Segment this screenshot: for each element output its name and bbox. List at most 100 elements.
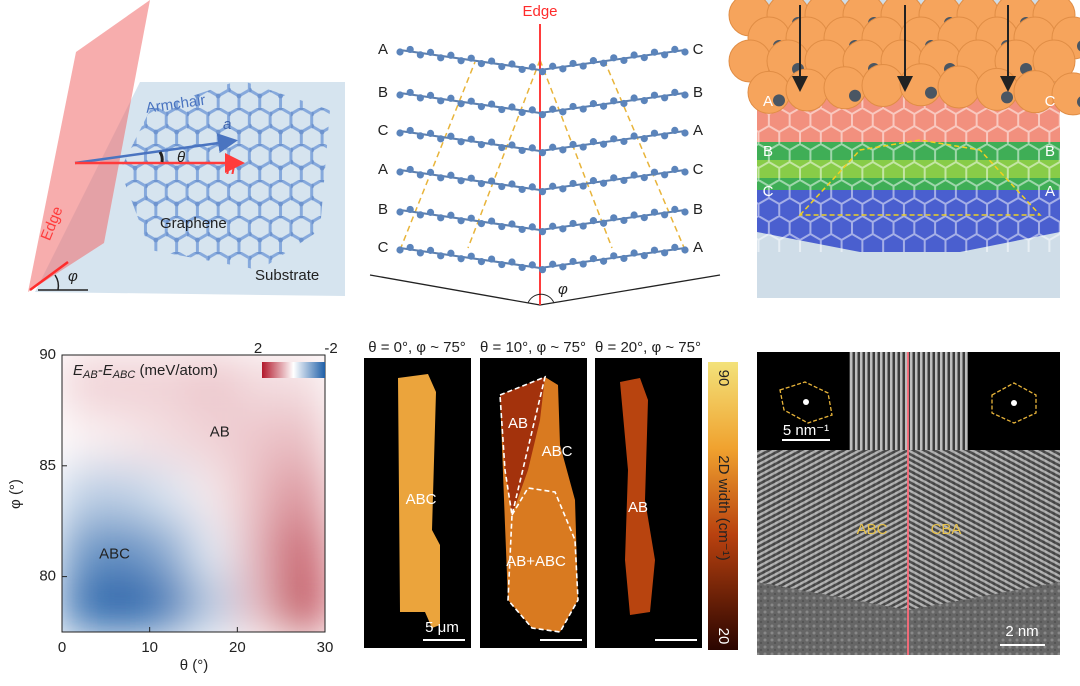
y-tick-label: 90 [39,346,56,363]
atom [467,135,475,143]
panel-c: A C B B C A [728,0,1080,298]
atom [528,63,536,71]
atom [437,135,445,143]
atom [437,214,445,222]
atom [416,171,424,179]
panel-f: 5 nm⁻¹ ABC CBA 2 nm [757,352,1060,655]
atom [559,108,567,116]
atom [447,132,455,140]
x-tick-label: 10 [141,639,158,656]
atom [630,51,638,59]
panel-a: Armchair a θ n Edge Graphene Substrate φ [28,0,345,296]
atom [661,51,669,59]
layer-label: A [378,161,388,178]
carbon-atom [1077,96,1080,108]
scale-label: 2 nm [1005,623,1038,640]
atom [661,94,669,102]
heatmap-cell [105,576,151,632]
fft-hexagon [779,381,833,424]
atom [396,129,404,137]
atom [559,65,567,73]
atom [508,220,516,228]
atom [406,126,414,135]
metal-atom [899,63,943,107]
metal-atom [937,65,981,109]
heatmap-cell [149,355,194,411]
atom [640,97,648,105]
atom [549,143,557,151]
atom [599,102,608,110]
y-axis-label: φ (°) [7,479,24,509]
atom [396,168,404,176]
atom [498,62,506,71]
atom [549,105,557,113]
carbon-atom [1077,40,1080,52]
atom [426,168,435,176]
atom [559,225,567,233]
atom [467,97,475,105]
atom [610,97,618,105]
atom [559,263,567,271]
region-label: ABC [406,491,437,508]
atom [447,249,455,257]
heatmap-cell [62,520,107,578]
atom [630,132,638,140]
atom [416,132,424,140]
atom [426,208,435,216]
atom [579,62,587,70]
heatmap-cell [149,465,194,522]
atom [569,179,577,188]
atom [671,126,679,135]
atom [447,94,455,102]
phi-label: φ [68,268,78,285]
atom [559,185,567,193]
atom [620,137,628,146]
atom [467,252,475,260]
atom [396,48,404,56]
atom [488,255,496,263]
atom [549,260,557,268]
atom [518,108,526,117]
atom [671,205,679,214]
heatmap-cell [62,409,107,467]
guide-line [539,59,613,249]
atom [579,260,587,268]
atom [661,132,669,140]
lattice-right [908,450,1060,610]
atom [569,219,577,228]
atom [477,258,486,266]
atom [518,263,526,272]
layer-label: C [378,122,389,139]
heatmap-cell [105,409,151,467]
heatmap-cell [193,465,238,522]
atom [589,217,597,225]
atom [488,138,496,146]
atom [406,45,414,54]
atom [650,129,659,137]
heatmap-cell [236,465,282,522]
atom [437,97,445,105]
heatmap-cell [193,576,238,632]
theta-arc [158,151,164,163]
atom [599,59,608,67]
atom [579,143,587,151]
layer-label: A [378,41,388,58]
heatmap-cell [149,576,194,632]
atom [579,105,587,113]
atom [396,208,404,216]
x-tick-label: 20 [229,639,246,656]
atom [599,219,608,227]
atom [681,168,689,176]
metal-atom [1051,72,1080,116]
fft-spot [1011,400,1017,406]
atom [498,143,506,152]
panel-e: θ = 0°, φ ~ 75° θ = 10°, φ ~ 75° θ = 20°… [364,339,738,650]
atom [508,258,516,266]
carbon-atom [1001,91,1013,104]
heatmap-cell [149,520,194,578]
scale-label: 5 μm [425,619,459,636]
atom [650,168,659,176]
region-label: ABC [542,443,573,460]
atom [457,255,465,263]
